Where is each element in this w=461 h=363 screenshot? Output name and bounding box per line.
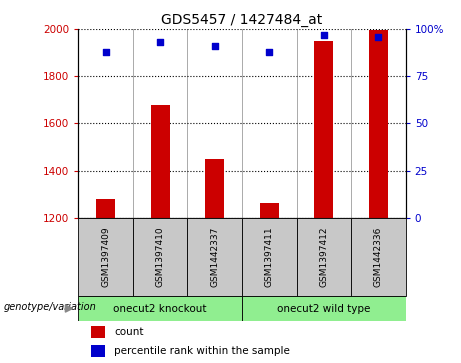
Text: GSM1397410: GSM1397410 [156,227,165,287]
Text: GSM1442336: GSM1442336 [374,227,383,287]
Text: GSM1397409: GSM1397409 [101,227,110,287]
Bar [242,296,406,321]
Bar [151,105,170,218]
Point [375,34,382,40]
Point [102,49,109,54]
Bar [205,159,225,218]
Bar [91,345,105,357]
Point [211,43,219,49]
Bar [314,41,333,218]
Text: GSM1397411: GSM1397411 [265,227,274,287]
Bar [242,218,296,296]
Point [266,49,273,54]
Text: onecut2 wild type: onecut2 wild type [277,303,371,314]
Bar [260,203,279,218]
Text: GSM1397412: GSM1397412 [319,227,328,287]
Text: genotype/variation: genotype/variation [4,302,97,312]
Point [157,39,164,45]
Bar [96,199,115,218]
Bar [91,326,105,338]
Bar [78,296,242,321]
Text: count: count [114,327,144,337]
Bar [351,218,406,296]
Bar [133,218,188,296]
Bar [78,218,133,296]
Bar [369,30,388,218]
Text: onecut2 knockout: onecut2 knockout [113,303,207,314]
Title: GDS5457 / 1427484_at: GDS5457 / 1427484_at [161,13,323,26]
Bar [188,218,242,296]
Text: GSM1442337: GSM1442337 [210,227,219,287]
Bar [296,218,351,296]
Text: percentile rank within the sample: percentile rank within the sample [114,346,290,356]
Point [320,32,327,38]
